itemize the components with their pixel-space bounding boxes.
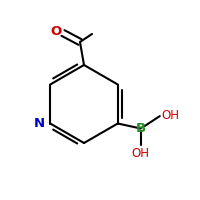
Text: N: N [34, 117, 45, 130]
Text: O: O [50, 25, 61, 38]
Text: OH: OH [132, 147, 150, 160]
Text: B: B [136, 122, 146, 135]
Text: OH: OH [162, 109, 180, 122]
